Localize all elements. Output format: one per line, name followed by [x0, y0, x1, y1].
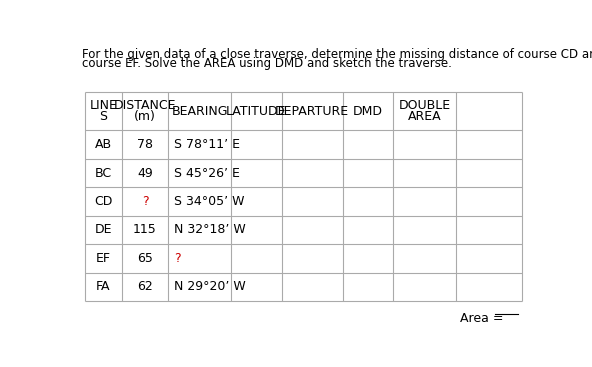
Text: FA: FA [96, 280, 111, 294]
Text: DE: DE [95, 224, 112, 236]
Text: 62: 62 [137, 280, 153, 294]
Text: S 45°26’ E: S 45°26’ E [174, 167, 240, 179]
Text: DEPARTURE: DEPARTURE [275, 105, 349, 117]
Text: S 78°11’ E: S 78°11’ E [174, 138, 240, 151]
Text: N 29°20’ W: N 29°20’ W [174, 280, 246, 294]
Text: S 34°05’ W: S 34°05’ W [174, 195, 244, 208]
Text: BEARING: BEARING [171, 105, 228, 117]
Text: 65: 65 [137, 252, 153, 265]
Text: ?: ? [174, 252, 181, 265]
Text: DISTANCE: DISTANCE [114, 99, 176, 112]
Text: N 32°18’ W: N 32°18’ W [174, 224, 246, 236]
Text: LATITUDE: LATITUDE [226, 105, 287, 117]
Text: AREA: AREA [408, 110, 442, 123]
Text: CD: CD [94, 195, 112, 208]
Text: S: S [99, 110, 107, 123]
Text: For the given data of a close traverse, determine the missing distance of course: For the given data of a close traverse, … [82, 48, 592, 61]
Text: ?: ? [141, 195, 148, 208]
Text: EF: EF [96, 252, 111, 265]
Text: 78: 78 [137, 138, 153, 151]
Text: BC: BC [95, 167, 112, 179]
Text: Area =: Area = [460, 312, 507, 325]
Text: course EF. Solve the AREA using DMD and sketch the traverse.: course EF. Solve the AREA using DMD and … [82, 57, 452, 70]
Text: 115: 115 [133, 224, 157, 236]
Text: DMD: DMD [353, 105, 383, 117]
Text: AB: AB [95, 138, 112, 151]
Text: (m): (m) [134, 110, 156, 123]
Text: 49: 49 [137, 167, 153, 179]
Text: DOUBLE: DOUBLE [398, 99, 451, 112]
Text: LINE: LINE [89, 99, 117, 112]
